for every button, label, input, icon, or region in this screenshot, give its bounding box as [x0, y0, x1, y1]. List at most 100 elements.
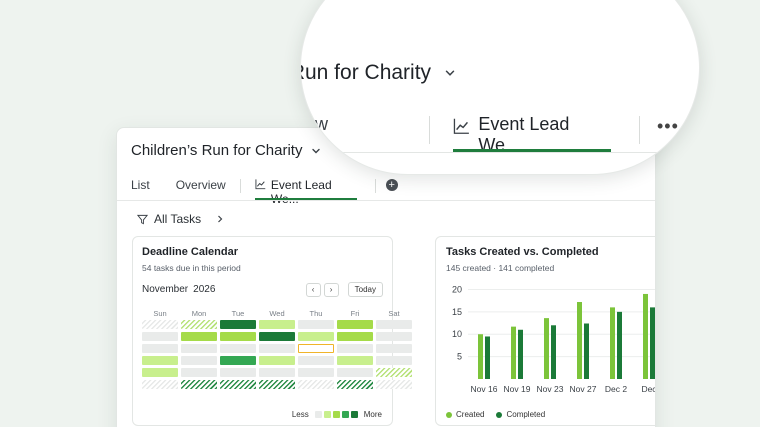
calendar-day-cell[interactable] [298, 332, 334, 341]
weekday-thu: Thu [309, 309, 323, 318]
deadline-calendar-panel: Deadline Calendar 54 tasks due in this p… [132, 236, 412, 426]
calendar-day-cell[interactable] [298, 380, 334, 389]
calendar-grid [142, 320, 412, 389]
calendar-subtitle: 54 tasks due in this period [142, 263, 241, 273]
legend-swatch-1 [323, 411, 331, 418]
zoom-project-title: Children’s Run for Charity [301, 61, 432, 84]
bar-completed[interactable] [650, 307, 655, 379]
calendar-day-cell[interactable] [142, 320, 178, 329]
calendar-day-cell[interactable] [337, 332, 373, 341]
calendar-day-cell[interactable] [220, 332, 256, 341]
zoom-tabs-underline [301, 152, 699, 153]
bar-completed[interactable] [518, 329, 523, 379]
bar-completed[interactable] [551, 325, 556, 379]
calendar-day-cell[interactable] [142, 356, 178, 365]
chevron-right-icon[interactable] [215, 214, 225, 224]
calendar-day-cell[interactable] [376, 368, 412, 377]
bar-completed[interactable] [485, 336, 490, 379]
legend-more: More [363, 410, 382, 419]
zoom-magnifier: Children’s Run for Charity Overview Even… [300, 0, 700, 175]
calendar-day-cell[interactable] [181, 356, 217, 365]
calendar-day-cell[interactable] [259, 380, 295, 389]
weekday-mon: Mon [191, 309, 207, 318]
tab-event-lead[interactable]: Event Lead We... [254, 178, 357, 206]
calendar-day-cell[interactable] [337, 356, 373, 365]
zoom-chevron-down-icon[interactable] [443, 66, 457, 80]
weekday-labels: Sun Mon Tue Wed Thu Fri Sat [142, 309, 415, 318]
calendar-day-cell[interactable] [259, 356, 295, 365]
filter-label: All Tasks [154, 212, 202, 226]
weekday-wed: Wed [269, 309, 285, 318]
calendar-next-button[interactable]: › [323, 282, 339, 297]
calendar-day-cell[interactable] [220, 344, 256, 353]
calendar-day-cell[interactable] [142, 344, 178, 353]
calendar-day-cell[interactable] [220, 380, 256, 389]
tab-list[interactable]: List [131, 178, 150, 200]
calendar-day-cell[interactable] [142, 368, 178, 377]
calendar-day-cell[interactable] [259, 344, 295, 353]
calendar-day-cell[interactable] [298, 356, 334, 365]
zoom-tabs: Overview Event Lead We... ••• [301, 114, 699, 155]
calendar-day-cell[interactable] [376, 332, 412, 341]
line-chart-icon [255, 179, 265, 190]
legend-less: Less [291, 410, 309, 419]
more-options-icon[interactable]: ••• [657, 116, 679, 136]
bar-created[interactable] [544, 318, 549, 379]
calendar-nav: ‹ › Today [305, 282, 383, 297]
add-tab-button[interactable]: + [385, 179, 398, 191]
bar-completed[interactable] [584, 323, 589, 379]
bar-completed[interactable] [617, 311, 622, 379]
calendar-day-cell[interactable] [376, 380, 412, 389]
calendar-day-cell[interactable] [376, 356, 412, 365]
legend-completed-label: Completed [506, 410, 546, 419]
tab-overview-label: Overview [175, 178, 226, 192]
calendar-day-cell[interactable] [259, 320, 295, 329]
legend-dot-created [446, 411, 452, 418]
zoom-tab-overview[interactable]: Overview [301, 114, 329, 134]
weekday-tue: Tue [231, 309, 245, 318]
calendar-day-cell[interactable] [181, 368, 217, 377]
calendar-day-cell[interactable] [298, 368, 334, 377]
filter-row[interactable]: All Tasks [137, 212, 225, 226]
calendar-day-cell[interactable] [337, 344, 373, 353]
calendar-day-cell[interactable] [142, 380, 178, 389]
bar-created[interactable] [643, 293, 648, 379]
tab-list-label: List [131, 178, 150, 192]
zoom-tab-event-lead[interactable]: Event Lead We... [453, 114, 611, 155]
y-tick-label: 20 [452, 284, 462, 294]
calendar-day-cell[interactable] [220, 356, 256, 365]
x-tick-label: Nov 19 [504, 384, 531, 394]
calendar-day-cell[interactable] [298, 320, 334, 329]
calendar-day-cell[interactable] [181, 344, 217, 353]
calendar-day-cell[interactable] [181, 380, 217, 389]
calendar-title: Deadline Calendar [142, 246, 238, 258]
project-title-row[interactable]: Children’s Run for Charity [131, 142, 322, 159]
calendar-day-today[interactable] [298, 344, 334, 353]
x-tick-label: Nov 16 [471, 384, 498, 394]
calendar-day-cell[interactable] [376, 320, 412, 329]
calendar-day-cell[interactable] [376, 344, 412, 353]
bar-created[interactable] [577, 302, 582, 379]
tab-overview[interactable]: Overview [176, 178, 226, 200]
calendar-today-button[interactable]: Today [347, 282, 383, 297]
chart-subtitle: 145 created · 141 completed [446, 263, 555, 273]
calendar-month: November [142, 284, 189, 295]
calendar-day-cell[interactable] [259, 332, 295, 341]
calendar-day-cell[interactable] [181, 320, 217, 329]
bar-created[interactable] [511, 326, 516, 379]
calendar-day-cell[interactable] [142, 332, 178, 341]
calendar-day-cell[interactable] [220, 320, 256, 329]
calendar-day-cell[interactable] [259, 368, 295, 377]
bar-created[interactable] [478, 334, 483, 379]
calendar-day-cell[interactable] [337, 320, 373, 329]
legend-dot-completed [496, 411, 503, 418]
calendar-day-cell[interactable] [220, 368, 256, 377]
calendar-day-cell[interactable] [337, 368, 373, 377]
bar-created[interactable] [610, 307, 615, 379]
zoom-title-row[interactable]: Children’s Run for Charity [301, 61, 457, 85]
calendar-day-cell[interactable] [337, 380, 373, 389]
calendar-day-cell[interactable] [181, 332, 217, 341]
created-vs-completed-panel: Tasks Created vs. Completed 145 created … [435, 236, 655, 426]
x-tick-label: Nov 27 [570, 384, 597, 394]
calendar-prev-button[interactable]: ‹ [305, 282, 321, 297]
